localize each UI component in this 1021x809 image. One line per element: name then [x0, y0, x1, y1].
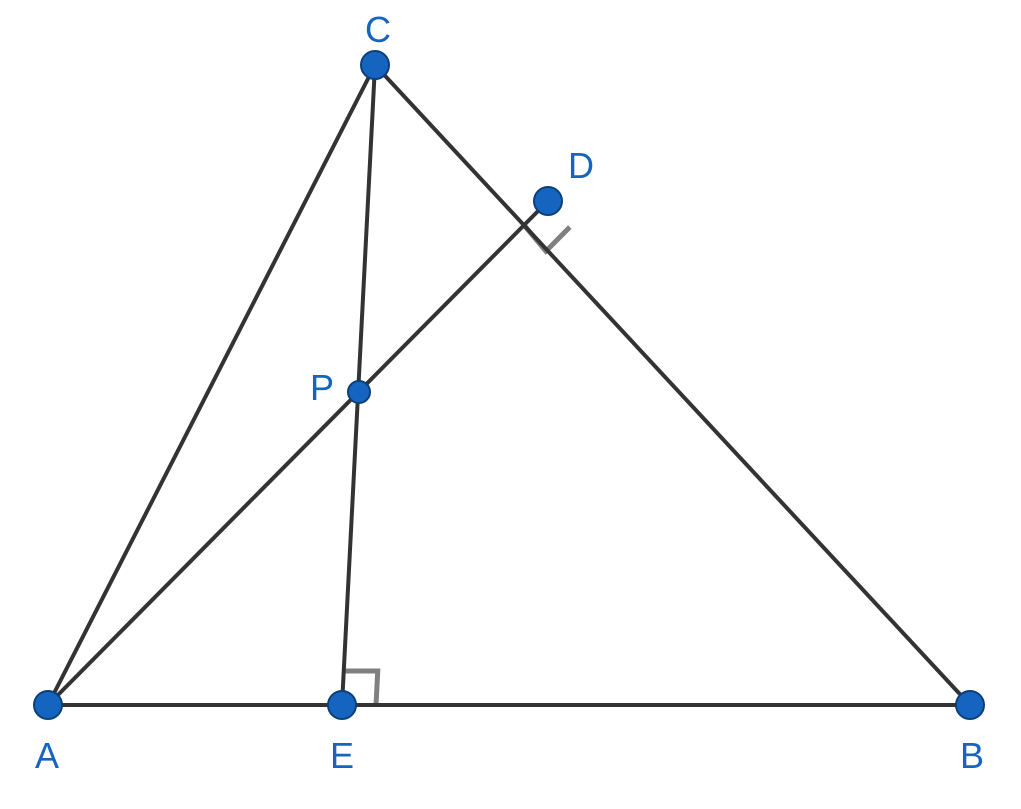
label-B: B: [960, 735, 984, 776]
label-A: A: [35, 735, 59, 776]
point-C: [361, 51, 389, 79]
label-D: D: [568, 145, 594, 186]
point-P: [348, 381, 370, 403]
edge-A-D: [48, 201, 548, 705]
geometry-diagram: A B C D E P: [0, 0, 1021, 809]
label-E: E: [330, 735, 354, 776]
right-angle-markers: [344, 225, 570, 705]
point-A: [34, 691, 62, 719]
edge-B-C: [375, 65, 970, 705]
label-P: P: [310, 367, 334, 408]
point-D: [534, 187, 562, 215]
point-B: [956, 691, 984, 719]
point-E: [328, 691, 356, 719]
label-C: C: [365, 9, 391, 50]
labels-layer: A B C D E P: [35, 9, 984, 776]
edges-layer: [48, 65, 970, 705]
points-layer: [34, 51, 984, 719]
